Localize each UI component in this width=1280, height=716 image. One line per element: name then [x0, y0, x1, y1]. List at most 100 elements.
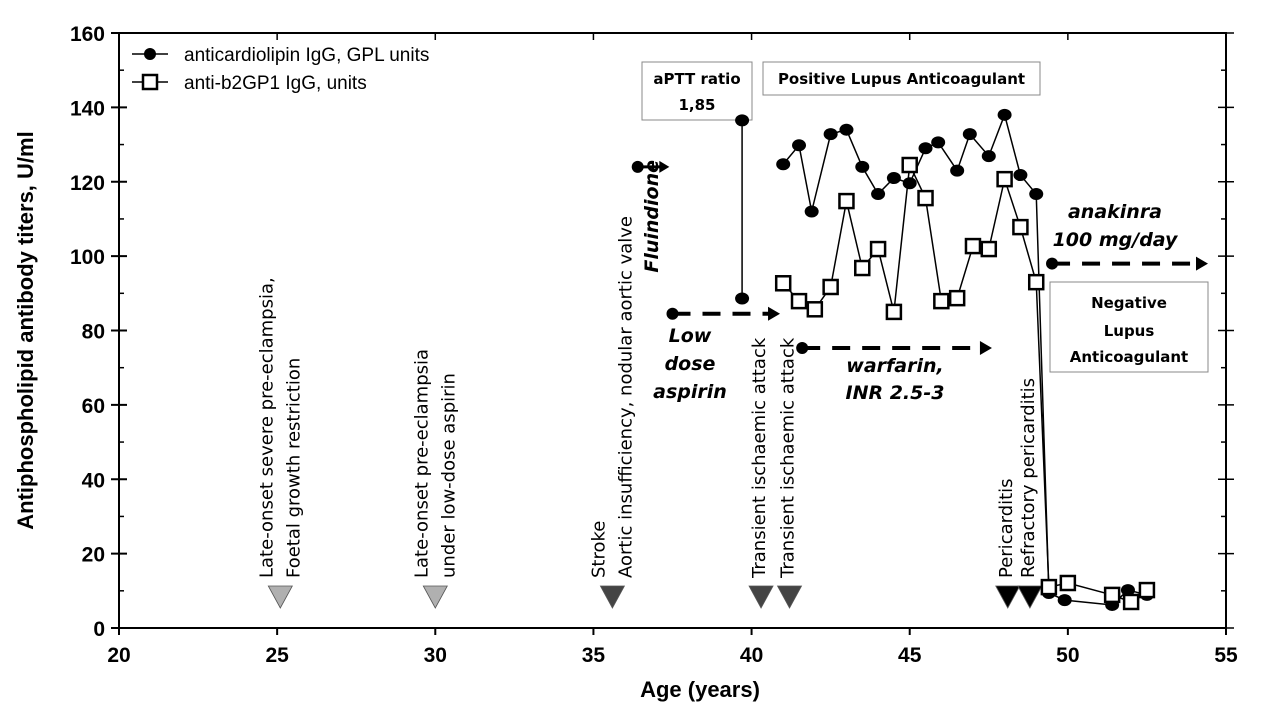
event-label: Transient ischaemic attack [778, 337, 799, 579]
annotation-box [762, 61, 1041, 96]
arrow-head-icon [1196, 256, 1208, 271]
data-point-anticardiolipin [902, 177, 917, 190]
x-tick-label: 30 [424, 644, 447, 667]
data-point-anticardiolipin [1029, 188, 1044, 201]
treatment-label: INR 2.5-3 [846, 382, 945, 404]
data-point-anticardiolipin [871, 188, 886, 201]
annotation-box [1049, 281, 1209, 373]
y-axis-label: Antiphospholipid antibody titers, U/ml [13, 131, 38, 529]
data-point-anti-b2gp1 [774, 275, 792, 292]
data-point-anticardiolipin [1013, 169, 1028, 182]
data-point-anti-b2gp1 [980, 240, 998, 258]
event-label: under low-dose aspirin [438, 373, 459, 578]
data-point-anticardiolipin [1120, 584, 1135, 597]
data-point-anti-b2gp1 [885, 303, 903, 321]
arrow-head-icon [659, 160, 670, 173]
data-point-anti-b2gp1 [901, 156, 918, 174]
data-point-anticardiolipin [823, 128, 838, 141]
data-point-anti-b2gp1 [1059, 574, 1077, 592]
legend-marker-square [141, 73, 159, 91]
treatment-label: 100 mg/day [1053, 229, 1179, 251]
data-point-anti-b2gp1 [964, 237, 982, 255]
y-tick-label: 120 [70, 172, 105, 195]
data-point-anti-b2gp1 [1138, 581, 1156, 599]
y-tick-label: 80 [82, 321, 105, 344]
arrow-head-icon [768, 306, 781, 321]
data-point-anticardiolipin [981, 150, 996, 163]
data-point-anti-b2gp1 [1040, 578, 1058, 596]
x-tick-label: 55 [1214, 644, 1238, 667]
data-point-anticardiolipin [735, 114, 750, 127]
x-tick-label: 35 [582, 644, 606, 667]
x-tick-label: 50 [1056, 644, 1079, 667]
y-tick-label: 0 [93, 618, 105, 641]
annotation-box-text: Negative [1091, 294, 1167, 312]
data-point-anti-b2gp1 [1122, 593, 1140, 611]
data-point-anticardiolipin [886, 172, 901, 185]
data-point-anti-b2gp1 [996, 170, 1013, 188]
event-marker-triangle [267, 585, 293, 609]
x-axis-label: Age (years) [640, 677, 760, 702]
event-marker-triangle [1017, 585, 1043, 609]
treatment-label: Fluindione [641, 160, 663, 273]
data-point-anti-b2gp1 [806, 301, 824, 318]
data-point-anticardiolipin [1057, 594, 1072, 607]
x-tick-label: 20 [107, 644, 130, 667]
x-tick-label: 25 [265, 644, 289, 667]
data-point-anticardiolipin [839, 123, 854, 136]
annotation-box-text: Lupus [1104, 322, 1155, 340]
annotation-box [641, 61, 753, 121]
event-label: Transient ischaemic attack [749, 337, 770, 579]
treatment-label: anakinra [1068, 201, 1162, 223]
y-tick-label: 40 [82, 469, 105, 492]
event-label: Foetal growth restriction [283, 358, 304, 578]
event-marker-triangle [748, 585, 774, 609]
y-tick-label: 160 [70, 23, 105, 46]
legend-marker-circle [144, 48, 156, 60]
data-point-anticardiolipin [776, 158, 791, 171]
data-point-anti-b2gp1 [948, 289, 966, 307]
event-label: Aortic insufficiency, nodular aortic val… [615, 216, 636, 578]
x-tick-label: 45 [898, 644, 922, 667]
event-label: Stroke [588, 521, 609, 578]
event-marker-triangle [422, 585, 448, 609]
data-point-anticardiolipin [855, 160, 870, 173]
event-marker-triangle [995, 585, 1021, 609]
data-point-anti-b2gp1 [1027, 273, 1045, 291]
series-line [782, 112, 1148, 606]
data-point-anti-b2gp1 [1103, 586, 1121, 604]
data-point-anticardiolipin [962, 128, 977, 141]
treatment-label: aspirin [653, 381, 727, 403]
data-point-anti-b2gp1 [822, 278, 839, 296]
data-point-anticardiolipin [931, 136, 946, 149]
data-point-anticardiolipin [950, 164, 965, 177]
treatment-label: Low [669, 325, 712, 347]
data-point-anti-b2gp1 [790, 292, 808, 310]
event-label: Refractory pericarditis [1018, 378, 1039, 578]
annotation-box-text: Positive Lupus Anticoagulant [778, 70, 1025, 88]
data-point-anti-b2gp1 [933, 292, 950, 310]
y-tick-label: 20 [82, 544, 105, 567]
data-point-anti-b2gp1 [854, 259, 871, 277]
arrow-head-icon [979, 340, 992, 355]
event-label: Pericarditis [996, 478, 1017, 578]
annotation-box-text: Anticoagulant [1070, 348, 1188, 366]
y-tick-label: 100 [70, 246, 105, 269]
data-point-anticardiolipin [735, 292, 750, 305]
data-point-anti-b2gp1 [917, 189, 934, 207]
annotation-box-text: aPTT ratio [653, 70, 740, 88]
legend-label: anticardiolipin IgG, GPL units [184, 45, 429, 66]
data-point-anti-b2gp1 [869, 240, 887, 258]
data-point-anticardiolipin [918, 142, 933, 155]
treatment-label: warfarin, [846, 355, 943, 377]
legend-label: anti-b2GP1 IgG, units [184, 73, 367, 94]
y-tick-label: 60 [82, 395, 105, 418]
x-tick-label: 40 [740, 644, 763, 667]
event-marker-triangle [776, 585, 803, 609]
data-point-anticardiolipin [792, 139, 807, 152]
event-marker-triangle [599, 585, 626, 609]
y-tick-label: 140 [70, 97, 105, 120]
data-point-anticardiolipin [804, 205, 819, 218]
data-point-anti-b2gp1 [1012, 218, 1029, 236]
annotation-box-text: 1,85 [678, 96, 715, 114]
